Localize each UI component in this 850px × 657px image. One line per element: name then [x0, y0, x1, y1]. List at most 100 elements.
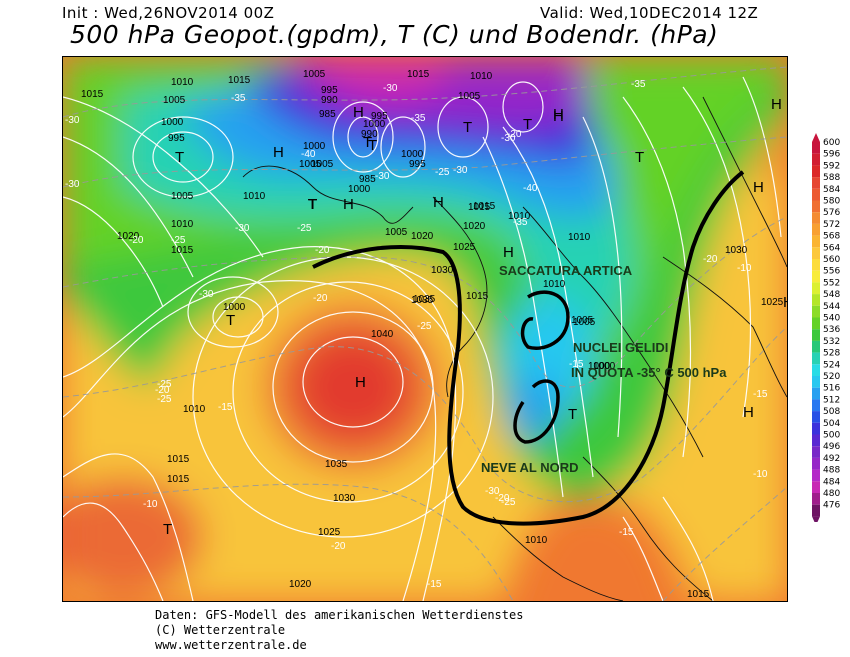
legend-label: 552 [823, 278, 840, 288]
legend-swatch [812, 212, 820, 224]
legend-label: 476 [823, 501, 840, 511]
isobar-label: 1000 [223, 302, 246, 313]
legend-swatch [812, 317, 820, 330]
weather-map-canvas: H H H H H H H H H H H H T T T T T T T T … [63, 57, 787, 601]
temp-label: -20 [495, 493, 510, 504]
temp-label: -25 [435, 167, 450, 178]
isobar-label: 1025 [318, 527, 341, 538]
isobar-label: 1015 [167, 474, 190, 485]
legend-label: 528 [823, 349, 840, 359]
temp-label: -25 [417, 321, 432, 332]
temp-label: -25 [297, 223, 312, 234]
legend-label: 588 [823, 173, 840, 183]
legend-swatch [812, 294, 820, 306]
isobar-labels: 1010 1015 1005 1015 1005 995 990 985 101… [81, 69, 784, 600]
footer-line-url: www.wetterzentrale.de [155, 638, 307, 652]
isobar-label: 1005 [163, 95, 186, 106]
legend-swatch [812, 165, 820, 178]
isobar-label: 1030 [725, 245, 748, 256]
init-time: Init : Wed,26NOV2014 00Z [62, 4, 275, 22]
temp-label: -40 [523, 183, 538, 194]
temp-label: -25 [171, 235, 186, 246]
legend-label: 524 [823, 360, 840, 370]
legend-swatch [812, 235, 820, 248]
annotation-saccatura: SACCATURA ARTICA [499, 263, 633, 278]
isobar-label: 1015 [407, 69, 430, 80]
temp-label: -10 [143, 499, 158, 510]
isobar-label: 1010 [470, 71, 493, 82]
low-marker: T [308, 196, 317, 213]
isobar-label: 1010 [543, 279, 566, 290]
legend-label: 536 [823, 325, 840, 335]
low-marker: T [568, 406, 577, 423]
high-marker: H [343, 196, 354, 213]
isobar-label: 1010 [508, 211, 531, 222]
footer-line-data: Daten: GFS-Modell des amerikanischen Wet… [155, 608, 524, 622]
legend-swatch [812, 411, 820, 423]
annotation-nuclei-line2: IN QUOTA -35° C 500 hPa [571, 365, 727, 380]
isobar-label: 1010 [183, 404, 206, 415]
legend-label: 564 [823, 243, 840, 253]
high-pressure-markers: H H H H H H H H H H H H [273, 96, 787, 421]
high-marker: H [743, 404, 754, 421]
legend-label: 492 [823, 454, 840, 464]
legend-swatch [812, 399, 820, 412]
legend-swatch [812, 352, 820, 365]
legend-label: 584 [823, 185, 840, 195]
high-marker: H [753, 179, 764, 196]
isobar-label: 1015 [167, 454, 190, 465]
low-marker: T [463, 119, 472, 136]
legend-label: 576 [823, 208, 840, 218]
color-legend-bar: 6005965925885845805765725685645605565525… [812, 133, 840, 526]
temp-label: -25 [157, 394, 172, 405]
temp-label: -20 [331, 541, 346, 552]
legend-label: 600 [823, 138, 840, 148]
legend-swatch [812, 142, 820, 154]
temp-label: -35 [513, 217, 528, 228]
valid-time: Valid: Wed,10DEC2014 12Z [540, 4, 759, 22]
isobar-label: 1000 [363, 119, 386, 130]
legend-label: 500 [823, 431, 840, 441]
isobar-label: 1005 [299, 159, 322, 170]
low-marker: T [368, 137, 377, 154]
legend-swatch [812, 270, 820, 283]
legend-swatch [812, 177, 820, 189]
temp-label: -30 [65, 179, 80, 190]
isobar-label: 985 [319, 109, 336, 120]
legend-swatch [812, 446, 820, 458]
isobar-label: 1020 [289, 579, 312, 590]
isobar-label: 995 [321, 85, 338, 96]
temp-label: -30 [501, 133, 516, 144]
temperature-labels: -30 -35 -40 -35 -30 -30 -30 -25 -20 -25 … [65, 79, 768, 590]
isobar-label: 1010 [171, 77, 194, 88]
map-title: 500 hPa Geopot.(gpdm), T (C) und Bodendr… [70, 20, 719, 49]
isobar-label: 995 [168, 133, 185, 144]
legend-label: 548 [823, 290, 840, 300]
legend-label: 508 [823, 407, 840, 417]
isobar-label: 1040 [371, 329, 394, 340]
legend-swatch [812, 422, 820, 435]
legend-swatch [812, 200, 820, 213]
isobar-label: 1005 [385, 227, 408, 238]
high-marker: H [353, 104, 364, 121]
legend-swatch [812, 188, 820, 201]
footer-credits: Daten: GFS-Modell des amerikanischen Wet… [155, 608, 523, 653]
low-marker: T [308, 196, 317, 213]
low-marker: T [163, 521, 172, 538]
isobar-label: 1000 [348, 184, 371, 195]
annotation-nuclei-line1: NUCLEI GELIDI [573, 340, 668, 355]
legend-swatch [812, 364, 820, 376]
high-marker: H [783, 294, 787, 311]
low-marker: T [308, 196, 317, 213]
legend-label: 520 [823, 372, 840, 382]
low-marker: T [308, 196, 317, 213]
temp-label: -30 [375, 171, 390, 182]
temp-label: -15 [619, 527, 634, 538]
temp-label: -10 [737, 263, 752, 274]
isobar-label: 1010 [243, 191, 266, 202]
isobar-label: 1015 [228, 75, 251, 86]
isobar-label: 1020 [411, 231, 434, 242]
isobar-label: 990 [361, 129, 378, 140]
legend-label: 568 [823, 232, 840, 242]
legend-swatch [812, 504, 820, 517]
